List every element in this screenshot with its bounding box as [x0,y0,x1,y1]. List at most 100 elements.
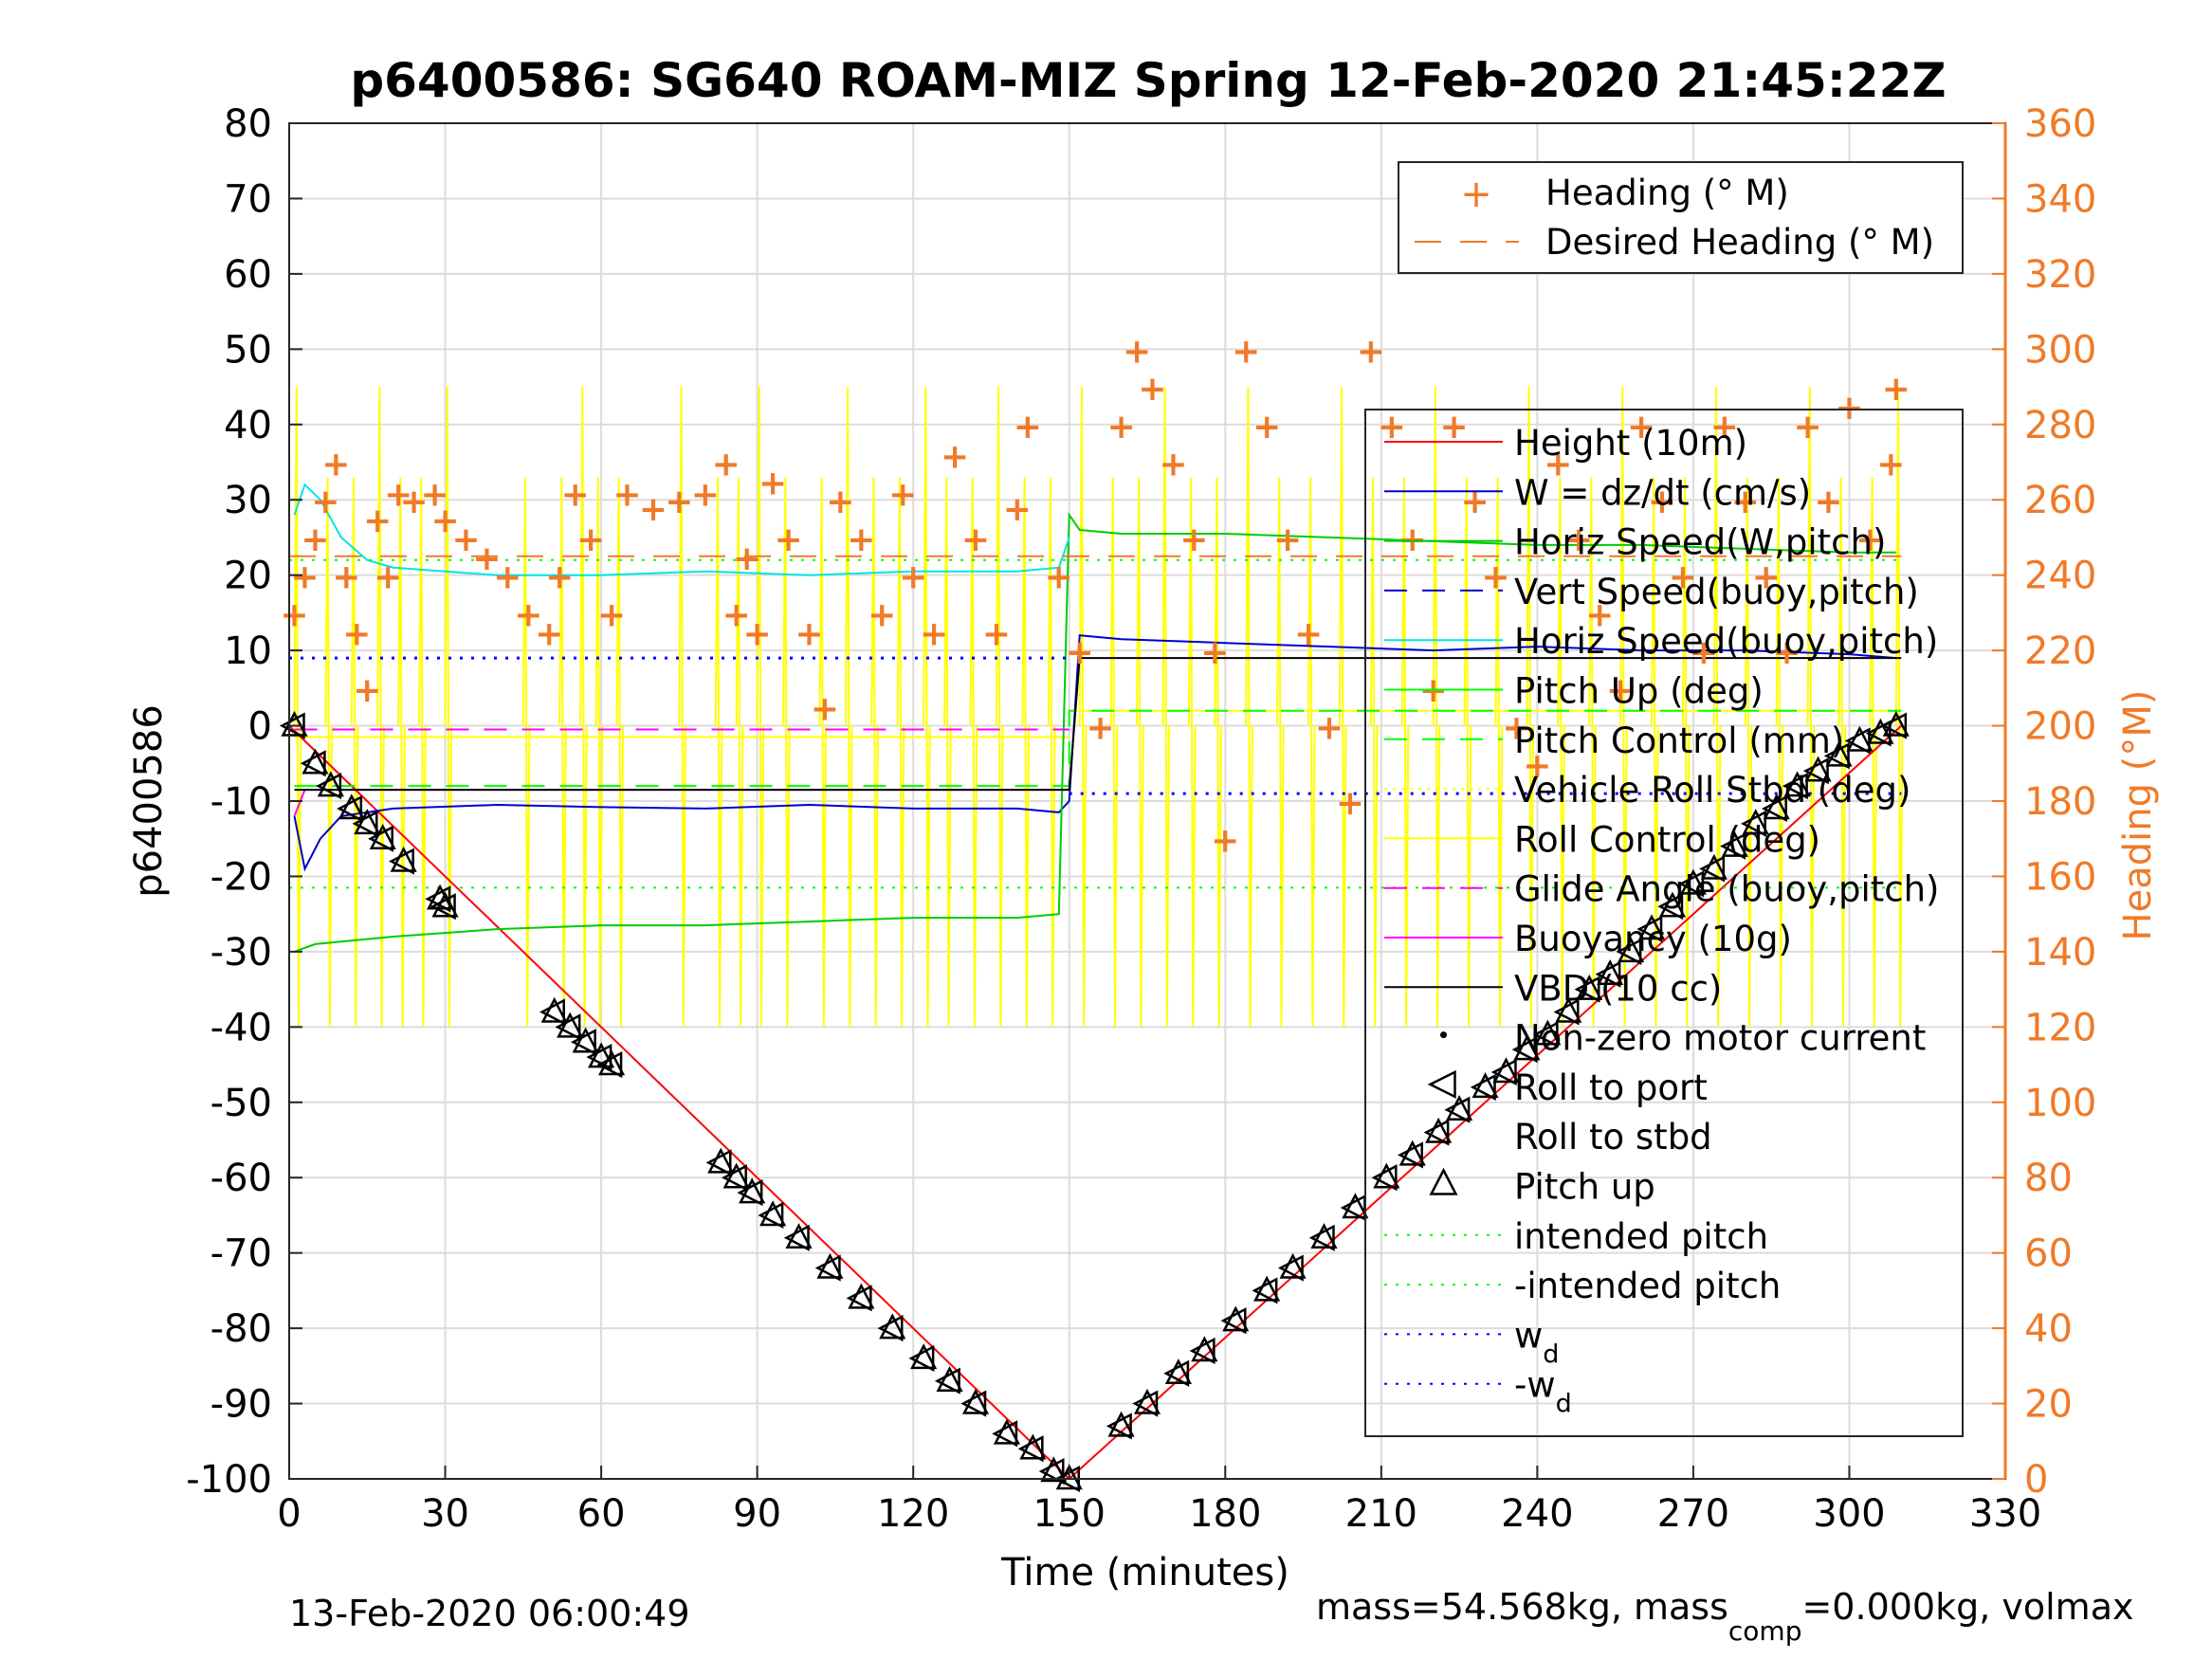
heading-point: + [1690,633,1718,672]
y-tick-label-left: -100 [186,1458,272,1502]
pitch-up-marker [910,1343,938,1370]
legend-heading-plus-glyph: + [1460,173,1492,216]
heading-point: + [1378,408,1406,447]
heading-point: + [1336,784,1364,823]
y-tick-label-left: -20 [210,855,272,899]
roll-spike [1136,477,1144,1028]
roll-spike [1744,477,1753,1028]
pitch-up-marker [1164,1358,1192,1385]
pitch-up-marker [1618,937,1645,963]
roll-to-port-marker [908,1344,935,1372]
x-tick-label: 270 [1657,1492,1729,1536]
y-axis-label-left: p6400586 [127,704,171,898]
roll-spike [678,387,686,1028]
roll-to-port-marker [1865,720,1892,747]
pitch-up-marker [540,996,568,1023]
legend-main-label: Pitch Control (mm) [1514,720,1844,761]
roll-to-port-marker [1490,1058,1517,1086]
y-tick-label-left: 50 [224,328,272,372]
roll-to-port-marker [814,1254,841,1282]
heading-point: + [1138,370,1166,409]
roll-to-port-marker [1189,1337,1216,1365]
heading-point: + [332,558,360,597]
y-tick-label-left: -90 [210,1383,272,1427]
roll-spike [418,477,427,1028]
heading-point: + [847,520,875,559]
pitch-up-marker [1133,1388,1161,1414]
roll-spike [714,477,723,1028]
heading-point: + [514,595,542,634]
heading-point: + [1273,520,1302,559]
heading-point: + [451,520,480,559]
footer-mass-a: mass=54.568kg, mass [1316,1586,1728,1628]
roll-to-port-marker [783,1224,810,1251]
legend-heading: + Heading (° M) Desired Heading (° M) [1398,161,1964,274]
legend-main-label: VBD (10 cc) [1514,968,1722,1009]
pitch-up-marker [961,1388,990,1414]
pitch-up-marker [1019,1433,1047,1460]
roll-to-port-marker [721,1164,747,1192]
roll-spike [870,477,879,1028]
x-tick-label: 330 [1969,1492,2041,1536]
heading-point: + [1856,520,1884,559]
heading-point: + [384,475,412,514]
pitch-up-marker [1425,1117,1453,1143]
heading-point: + [290,558,319,597]
heading-point: + [545,558,574,597]
roll-to-port-marker [1511,1036,1538,1064]
pitch-up-marker [722,1162,750,1189]
y-tick-label-left: 0 [248,705,272,749]
heading-point: + [1357,332,1385,371]
y-tick-label-right: 280 [2024,404,2096,447]
roll-to-port-marker [1398,1141,1423,1169]
roll-to-port-marker [758,1201,784,1230]
heading-point: + [535,614,563,653]
roll-spike [1187,477,1197,1028]
roll-to-port-marker [877,1315,904,1342]
heading-point: + [1523,746,1551,785]
roll-to-port-marker [1220,1307,1247,1335]
heading-point: + [1123,332,1151,371]
heading-point: + [1398,520,1427,559]
heading-point: + [363,501,392,540]
y-tick-label-left: 70 [224,177,272,221]
heading-point: + [400,483,429,521]
heading-point: + [1882,370,1910,409]
roll-spike [1557,477,1565,1028]
pitch-up-marker [1191,1336,1218,1362]
heading-point: + [1179,520,1208,559]
pitch-up-marker [879,1313,906,1340]
heading-point: + [982,614,1011,653]
legend-main-label: Buoyancy (10g) [1514,919,1792,959]
roll-to-port-marker [1106,1413,1132,1440]
heading-point: + [420,475,448,514]
legend-main-label: Roll to stbd [1514,1117,1712,1158]
y-tick-label-right: 360 [2024,102,2096,146]
roll-to-port-marker [1574,975,1600,1003]
roll-to-port-marker [352,810,378,837]
heading-point: + [280,595,308,634]
y-tick-label-left: -50 [210,1082,272,1125]
legend-desired-heading-label: Desired Heading (° M) [1545,222,1934,263]
legend-main-swatch [1429,1167,1458,1195]
legend-main-swatch [1440,1031,1447,1039]
roll-to-port-marker [1636,915,1663,943]
y-tick-label-right: 220 [2024,629,2096,673]
legend-main-label: Roll to port [1514,1067,1708,1108]
roll-to-port-marker [1017,1435,1044,1463]
y-tick-label-right: 260 [2024,479,2096,522]
roll-spike [558,477,567,1028]
heading-point: + [1648,483,1676,521]
y-tick-label-left: -70 [210,1232,272,1276]
heading-point: + [691,475,720,514]
pitch-up-marker [1679,868,1707,895]
heading-point: + [1200,633,1229,672]
footer-mass-sub: comp [1728,1615,1802,1647]
heading-point: + [1066,633,1094,672]
legend-main-label: Roll Control (deg) [1514,819,1820,860]
heading-point: + [1731,483,1760,521]
heading-point: + [868,595,896,634]
pitch-up-marker [1040,1456,1068,1483]
heading-point: + [961,520,990,559]
legend-main-label: Horiz Speed(buoy,pitch) [1514,621,1938,662]
